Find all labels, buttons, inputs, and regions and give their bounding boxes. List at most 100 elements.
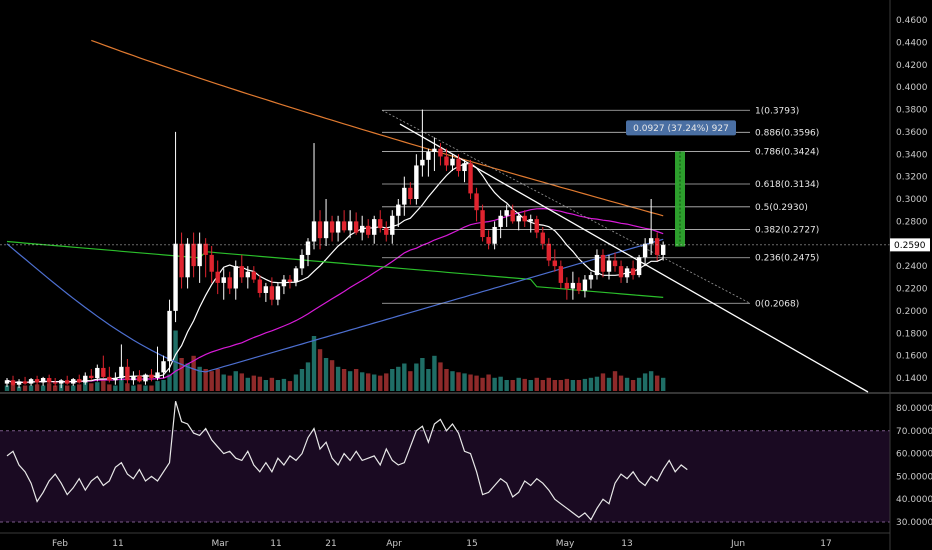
candle-body	[113, 378, 118, 381]
volume-bar	[65, 385, 70, 391]
candle-body	[40, 378, 46, 383]
volume-bar	[486, 374, 491, 391]
candle-body	[396, 204, 401, 216]
volume-bar	[516, 377, 521, 391]
candle-body	[275, 286, 281, 300]
candle-body	[143, 374, 148, 382]
trendlines	[399, 123, 869, 393]
candle-body	[22, 381, 28, 384]
candle-body	[390, 215, 395, 235]
volume-bar	[167, 374, 172, 391]
volume-bar	[522, 378, 527, 391]
candle-body	[149, 374, 154, 378]
candle-body	[263, 286, 269, 293]
volume-bar	[546, 377, 551, 391]
volume-bar	[143, 385, 148, 391]
candle-body	[642, 243, 648, 258]
volume-bar	[233, 371, 238, 391]
candle-body	[28, 379, 34, 384]
volume-bar	[341, 369, 347, 391]
descending-trendline	[399, 123, 869, 393]
rsi-tick-label: 60.0000	[896, 450, 932, 460]
candle-body	[347, 221, 353, 231]
price-tick-label: 0.2400	[896, 262, 928, 272]
rsi-axis[interactable]: 30.0000 40.0000 50.0000 60.0000 70.0000 80.00…	[896, 404, 932, 528]
volume-bar	[624, 377, 630, 391]
candle-body	[257, 279, 263, 293]
volume-bar	[46, 383, 52, 391]
rsi-tick-label: 40.0000	[896, 495, 932, 505]
price-tick-label: 0.4600	[896, 16, 928, 26]
volume-bar	[498, 376, 503, 391]
candle-body	[624, 268, 630, 278]
volume-bar	[10, 384, 16, 391]
candle-body	[594, 254, 600, 276]
candle-body	[89, 375, 94, 378]
volume-bar	[257, 376, 263, 391]
candle-body	[52, 382, 58, 384]
candle-body	[576, 282, 582, 291]
candle-body	[438, 148, 443, 157]
candle-body	[492, 226, 497, 244]
volume-bar	[540, 380, 545, 391]
candle-body	[606, 260, 612, 272]
candle-body	[4, 380, 10, 384]
candle-body	[582, 279, 588, 291]
volume-bar	[52, 385, 58, 391]
rsi-tick-label: 70.0000	[896, 427, 932, 437]
time-tick-label: Mar	[212, 539, 229, 549]
candle-body	[10, 380, 16, 385]
fib-level-label: 1(0.3793)	[755, 106, 799, 116]
volume-bar	[468, 374, 473, 391]
volume-bar	[534, 377, 539, 391]
price-axis[interactable]: 0.14000.16000.18000.20000.22000.24000.26…	[889, 0, 928, 550]
volume-bar	[137, 384, 142, 391]
candle-body	[426, 152, 431, 160]
time-axis[interactable]: Feb 11 Mar 11 21 Apr 15 May 13 Jun 17	[0, 532, 890, 549]
volume-bar	[40, 385, 46, 391]
candle-body	[77, 379, 82, 383]
price-tick-label: 0.3400	[896, 150, 928, 160]
volume-bar	[594, 376, 600, 391]
volume-bar	[155, 381, 160, 391]
candle-body	[588, 275, 594, 280]
volume-bar	[179, 358, 184, 391]
time-tick-label: 11	[270, 539, 281, 549]
candle-body	[384, 228, 389, 235]
price-tick-label: 0.3800	[896, 106, 928, 116]
candle-body	[131, 375, 136, 381]
volume-bar	[600, 373, 606, 391]
volume-bar	[654, 375, 660, 391]
candle-body	[600, 254, 606, 272]
volume-bar	[462, 373, 467, 391]
candle-body	[305, 241, 311, 255]
price-pane: 1(0.3793) 0.886(0.3596) 0.786(0.3424) 0.618…	[0, 39, 890, 393]
candle-body	[185, 243, 190, 278]
candle-body	[95, 367, 100, 378]
candle-body	[510, 210, 515, 222]
candle-body	[654, 238, 660, 255]
volume-bar	[293, 374, 299, 391]
volume-bar	[119, 377, 124, 391]
volume-bar	[245, 377, 250, 391]
volume-bar	[161, 380, 166, 391]
candle-body	[522, 215, 527, 222]
volume-bar	[329, 360, 335, 391]
candle-body	[329, 221, 335, 233]
volume-bar	[95, 382, 100, 391]
candle-body	[516, 215, 521, 222]
candle-body	[420, 159, 425, 166]
candle-body	[450, 158, 455, 166]
volume-bar	[402, 363, 407, 391]
candle-body	[311, 221, 317, 242]
volume-bar	[16, 386, 22, 391]
candle-body	[618, 266, 624, 278]
volume-bar	[588, 377, 594, 391]
price-tick-label: 0.3200	[896, 173, 928, 183]
candle-body	[173, 243, 178, 311]
volume-bar	[414, 363, 419, 391]
fib-level-label: 0.5(0.2930)	[755, 203, 808, 213]
volume-bar	[432, 355, 437, 391]
candle-body	[570, 282, 576, 289]
candle-body	[432, 148, 437, 153]
